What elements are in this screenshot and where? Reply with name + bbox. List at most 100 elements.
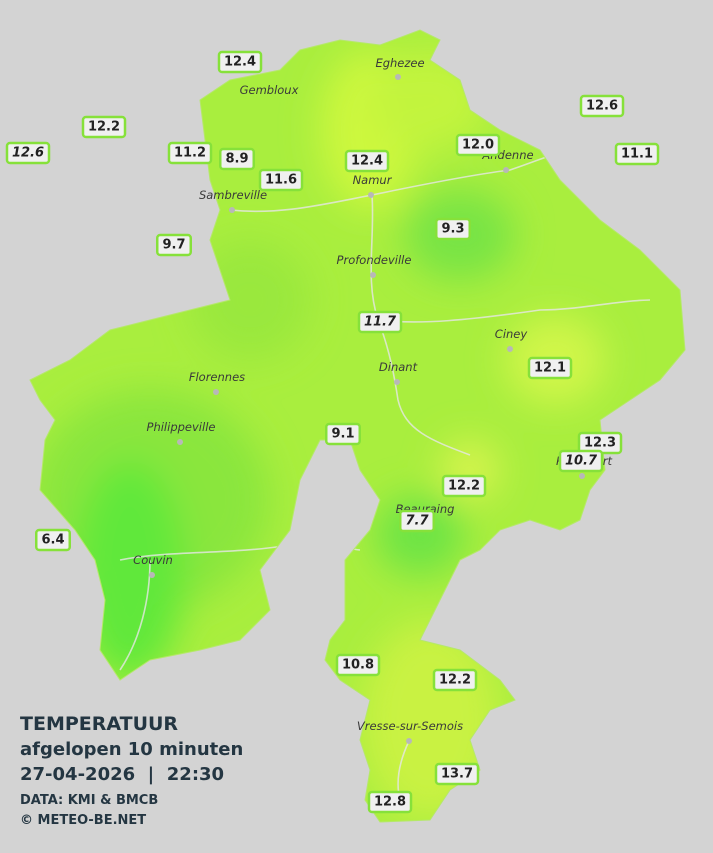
- station-value: 12.2: [448, 479, 480, 494]
- station-box: [455, 133, 501, 157]
- place-dot: [395, 74, 401, 80]
- station: 11.2: [167, 141, 213, 165]
- place-label: Couvin: [133, 553, 173, 567]
- station-value: 11.7: [364, 315, 397, 330]
- station-value: 12.1: [534, 361, 566, 376]
- station-box: [167, 141, 213, 165]
- station-box: [344, 149, 390, 173]
- place-label: Dinant: [379, 360, 418, 374]
- station-box: [325, 422, 361, 446]
- station-value: 6.4: [41, 533, 64, 548]
- station-value: 13.7: [441, 767, 473, 782]
- station-value: 12.3: [584, 436, 616, 451]
- places: EghezeeGemblouxAndenneNamurSambrevillePr…: [133, 56, 613, 744]
- station-value: 12.2: [88, 120, 120, 135]
- station-value: 12.6: [12, 146, 44, 161]
- place-label: Philippeville: [147, 420, 216, 434]
- station-box: [35, 528, 71, 552]
- station: 12.2: [441, 474, 487, 498]
- place-dot: [394, 379, 400, 385]
- station: 9.7: [156, 233, 192, 257]
- place-label: Florennes: [189, 370, 245, 384]
- station-value: 8.9: [225, 152, 248, 167]
- station-value: 9.1: [331, 427, 354, 442]
- place-label: Gembloux: [240, 83, 299, 97]
- station: 10.8: [335, 653, 381, 677]
- datetime: 27-04-2026 | 22:30: [20, 764, 224, 785]
- place-dot: [368, 192, 374, 198]
- place-label: Eghezee: [375, 56, 424, 70]
- station: 13.7: [434, 762, 480, 786]
- station: 8.9: [219, 147, 255, 171]
- station-box: [258, 168, 304, 192]
- station-box: [579, 94, 625, 118]
- place-dot: [503, 167, 509, 173]
- place-dot: [507, 346, 513, 352]
- station-box: [5, 141, 51, 165]
- station: 12.4: [217, 50, 263, 74]
- station-value: 11.1: [621, 147, 653, 162]
- station-box: [432, 668, 478, 692]
- station-value: 12.6: [586, 99, 618, 114]
- place-label: Ciney: [495, 327, 528, 341]
- copyright: © METEO-BE.NET: [20, 813, 146, 828]
- subtitle: afgelopen 10 minuten: [20, 739, 243, 760]
- station-value: 11.2: [174, 146, 206, 161]
- station-value: 10.7: [565, 454, 598, 469]
- place-dot: [406, 738, 412, 744]
- station-box: [367, 790, 413, 814]
- station-box: [434, 762, 480, 786]
- station-value: 12.0: [462, 138, 494, 153]
- place-dot: [149, 572, 155, 578]
- station-value: 9.3: [441, 222, 464, 237]
- station-box: [217, 50, 263, 74]
- station-box: [156, 233, 192, 257]
- station: 12.2: [432, 668, 478, 692]
- title: TEMPERATUUR: [20, 713, 178, 735]
- station-box: [614, 142, 660, 166]
- station-value: 12.8: [374, 795, 406, 810]
- station-box: [435, 217, 471, 241]
- station-value: 12.4: [224, 55, 256, 70]
- place-dot: [579, 473, 585, 479]
- station-box: [527, 356, 573, 380]
- station: 11.1: [614, 142, 660, 166]
- station: 9.3: [435, 217, 471, 241]
- station: 12.6: [5, 141, 51, 165]
- station-value: 9.7: [162, 238, 185, 253]
- station-value: 10.8: [342, 658, 374, 673]
- stations: 12.4 12.2 12.6 11.2 8.9 11.6 12.4 12.0 12.6 11.1 9…: [5, 50, 660, 814]
- station-value: 12.4: [351, 154, 383, 169]
- station-value: 12.2: [439, 673, 471, 688]
- station-box: [399, 509, 435, 533]
- station: 11.7: [357, 310, 403, 334]
- station-value: 7.7: [405, 514, 429, 529]
- place-dot: [213, 389, 219, 395]
- station: 11.6: [258, 168, 304, 192]
- place-label: Sambreville: [199, 188, 267, 202]
- station-box: [219, 147, 255, 171]
- station: 6.4: [35, 528, 71, 552]
- station: 10.7: [558, 449, 604, 473]
- station: 12.8: [367, 790, 413, 814]
- station: 12.6: [579, 94, 625, 118]
- station: 9.1: [325, 422, 361, 446]
- station: 12.0: [455, 133, 501, 157]
- station-box: [441, 474, 487, 498]
- place-label: Vresse-sur-Semois: [357, 719, 463, 733]
- source: DATA: KMI & BMCB: [20, 793, 158, 808]
- station: 12.2: [81, 115, 127, 139]
- place-label: Namur: [353, 173, 393, 187]
- station: 7.7: [399, 509, 435, 533]
- station-box: [81, 115, 127, 139]
- station-value: 11.6: [265, 173, 297, 188]
- place-dot: [370, 272, 376, 278]
- station-box: [357, 310, 403, 334]
- place-dot: [229, 207, 235, 213]
- place-label: Profondeville: [337, 253, 412, 267]
- station: 12.4: [344, 149, 390, 173]
- place-dot: [177, 439, 183, 445]
- legend-block: TEMPERATUUR afgelopen 10 minuten 27-04-2…: [20, 713, 243, 828]
- station-box: [558, 449, 604, 473]
